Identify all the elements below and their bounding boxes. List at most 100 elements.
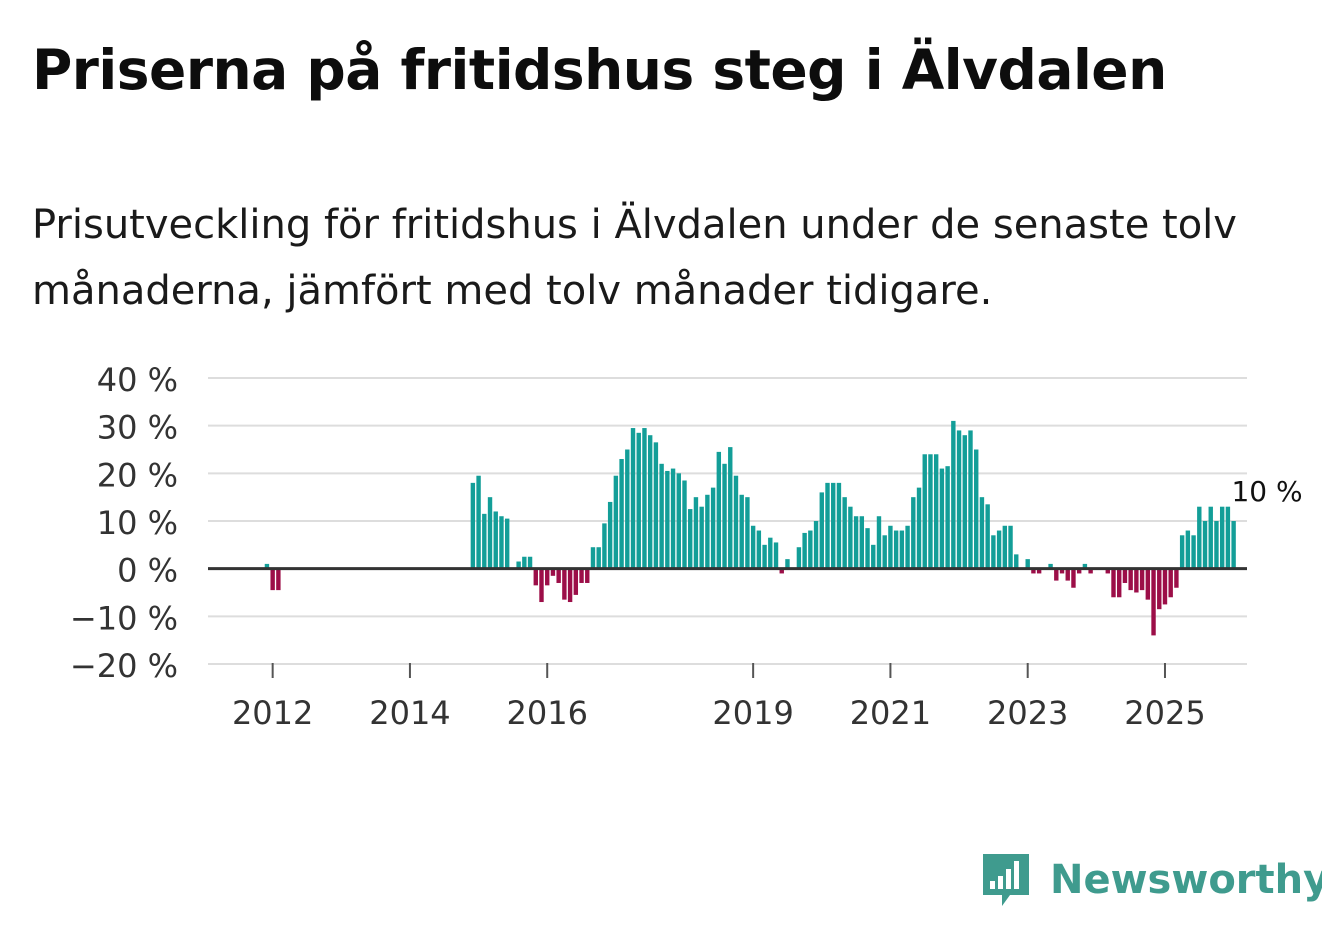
bar [853,516,859,569]
bar [550,568,556,576]
bar [1076,568,1082,574]
bar [619,459,624,569]
bar [596,547,601,569]
bar [1157,568,1162,610]
chart-subtitle: Prisutveckling för fritidshus i Älvdalen… [32,202,1237,314]
bar [1036,568,1042,574]
bar [916,487,922,569]
bar [842,497,847,569]
bar [979,497,985,569]
bar [733,475,739,569]
bar [476,475,481,569]
y-tick-label: 20 % [97,456,178,494]
bar [956,430,962,569]
bar [1179,535,1185,569]
bar [750,525,756,569]
bar [1168,568,1173,598]
bar [1117,568,1122,598]
bar [670,468,676,569]
x-tick-label: 2025 [1124,694,1205,732]
bar [573,568,579,595]
y-tick-label: −20 % [70,647,178,685]
bar [1065,568,1070,581]
bar [813,521,819,569]
bar [745,497,750,569]
bar [630,428,636,569]
bar [739,494,744,569]
bar [922,454,927,569]
bar [1151,568,1156,636]
bar [1219,506,1225,569]
bar [819,492,824,569]
bar [808,530,813,569]
bar [1231,521,1236,569]
y-tick-label: 40 % [97,361,178,399]
bar [688,509,693,569]
bar [607,501,613,569]
y-tick-label: 30 % [97,409,178,447]
bar [831,482,836,569]
brand-name: Newsworthy [1050,857,1322,903]
bar [888,525,893,569]
x-tick-label: 2016 [507,694,588,732]
bar [876,516,882,569]
bar [796,547,802,569]
bar [270,568,275,591]
bar [276,568,281,591]
bar [985,504,990,569]
bar [585,568,590,583]
bar [1088,568,1093,574]
y-tick-label: 0 % [117,552,178,590]
bar [968,430,973,569]
bar [716,451,722,569]
bar [728,447,733,569]
bar [945,466,950,569]
bar [951,420,956,569]
bar [1059,568,1065,574]
bar [533,568,538,586]
bar [779,568,784,574]
bar [504,518,510,569]
bar [625,449,630,569]
y-tick-label: −10 % [70,599,178,637]
last-value-label: 10 % [1231,475,1302,508]
bar [756,530,762,569]
x-tick-label: 2019 [712,694,793,732]
bar [1174,568,1179,588]
bar [482,513,487,569]
bar [264,563,270,569]
bar [991,535,996,569]
bar [636,432,641,569]
bar [1082,563,1088,569]
x-axis: 2012 2014 2016 2019 2021 2023 2025 [208,663,1247,732]
bar [1025,559,1030,569]
bar [911,497,916,569]
bar [996,530,1002,569]
bar [1071,568,1076,588]
x-tick-label: 2012 [232,694,313,732]
bar [871,544,876,569]
bar [899,530,905,569]
bar [613,475,619,569]
bar [1197,506,1202,569]
bar [1202,521,1208,569]
bar [802,532,807,569]
bar [1105,568,1110,574]
bar [1122,568,1128,583]
bar [602,523,607,569]
bar [905,525,910,569]
chart-title: Priserna på fritidshus steg i Älvdalen [32,38,1167,102]
bar [836,482,842,569]
bar [1191,535,1196,569]
bar [1048,563,1053,569]
y-axis-labels: −20 % −10 % 0 % 10 % 20 % 30 % 40 % [70,361,178,685]
bar [825,482,830,569]
y-tick-label: 10 % [97,504,178,542]
bar [785,559,790,569]
bar [933,454,939,569]
bar [710,487,716,569]
bar [539,568,544,603]
bar [1208,506,1213,569]
bar [516,561,521,569]
